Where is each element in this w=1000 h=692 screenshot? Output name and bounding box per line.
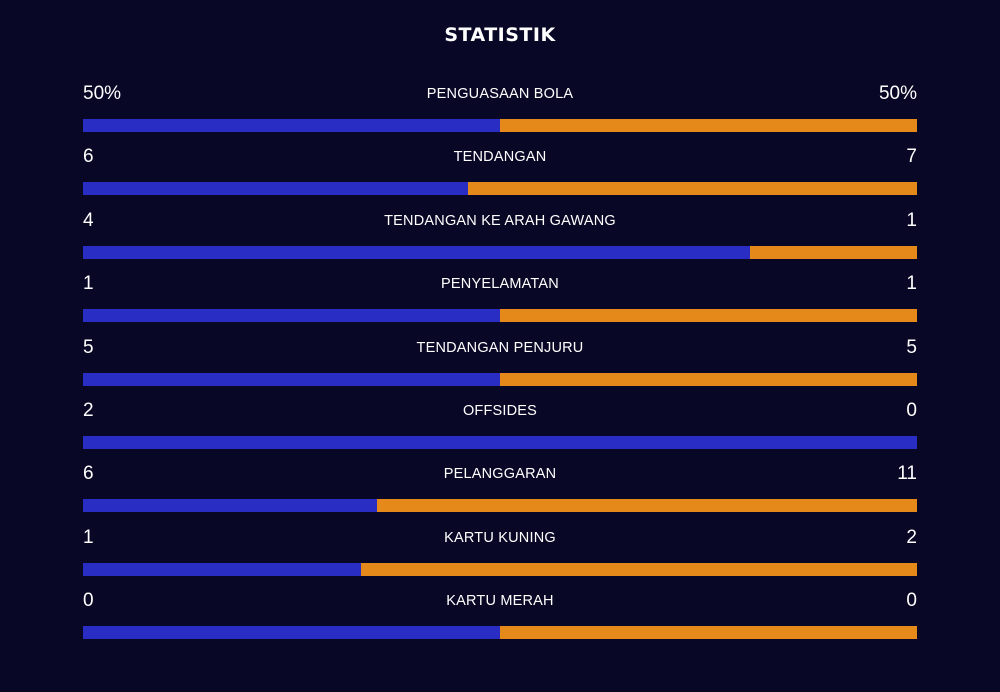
home-value: 50% bbox=[83, 83, 122, 104]
home-value: 5 bbox=[83, 336, 94, 358]
stat-label: PENYELAMATAN bbox=[441, 276, 559, 293]
stat-row-red-cards: 0 KARTU MERAH 0 bbox=[83, 587, 917, 650]
home-bar-segment bbox=[83, 182, 468, 196]
home-value: 0 bbox=[83, 590, 94, 612]
stat-label: TENDANGAN KE ARAH GAWANG bbox=[384, 212, 616, 229]
home-bar-segment bbox=[83, 119, 500, 132]
away-bar-segment bbox=[360, 562, 917, 576]
stat-label: OFFSIDES bbox=[462, 402, 538, 419]
home-value: 1 bbox=[83, 526, 94, 548]
comparison-bar bbox=[83, 309, 917, 323]
home-bar-segment bbox=[83, 372, 500, 386]
stat-label: PELANGGARAN bbox=[443, 466, 557, 483]
home-bar-segment bbox=[83, 562, 361, 576]
stat-list: 50% PENGUASAAN BOLA 50% 6 TENDANGAN 7 bbox=[83, 80, 917, 651]
away-value: 2 bbox=[906, 526, 917, 548]
stat-label: PENGUASAAN BOLA bbox=[426, 86, 574, 102]
away-value: 1 bbox=[906, 209, 917, 231]
stat-row-corners: 5 TENDANGAN PENJURU 5 bbox=[83, 334, 917, 397]
stat-row-shots-on-target: 4 TENDANGAN KE ARAH GAWANG 1 bbox=[83, 207, 917, 270]
home-bar-segment bbox=[83, 435, 917, 449]
stat-row-saves: 1 PENYELAMATAN 1 bbox=[83, 270, 917, 333]
stat-row-offsides: 2 OFFSIDES 0 bbox=[83, 397, 917, 460]
stat-label: KARTU KUNING bbox=[444, 529, 556, 546]
away-bar-segment bbox=[377, 499, 917, 513]
comparison-bar bbox=[83, 562, 917, 576]
panel-title: STATISTIK bbox=[444, 24, 556, 46]
away-bar-segment bbox=[500, 626, 917, 640]
home-bar-segment bbox=[83, 499, 378, 513]
comparison-bar bbox=[83, 435, 917, 449]
away-bar-segment bbox=[500, 119, 917, 132]
away-bar-segment bbox=[500, 372, 917, 386]
away-value: 0 bbox=[906, 399, 917, 421]
stat-row-shots: 6 TENDANGAN 7 bbox=[83, 143, 917, 206]
stat-label: TENDANGAN PENJURU bbox=[416, 339, 584, 356]
stat-row-yellow-cards: 1 KARTU KUNING 2 bbox=[83, 524, 917, 587]
stat-label: KARTU MERAH bbox=[446, 593, 554, 610]
away-value: 11 bbox=[897, 463, 917, 485]
comparison-bar bbox=[83, 245, 917, 259]
home-bar-segment bbox=[83, 309, 500, 323]
home-value: 6 bbox=[83, 463, 94, 485]
home-value: 1 bbox=[83, 273, 94, 295]
home-bar-segment bbox=[83, 245, 751, 259]
home-value: 6 bbox=[83, 146, 94, 168]
comparison-bar bbox=[83, 182, 917, 196]
away-bar-segment bbox=[467, 182, 917, 196]
home-value: 2 bbox=[83, 399, 94, 421]
away-value: 0 bbox=[906, 590, 917, 612]
comparison-bar bbox=[83, 372, 917, 386]
away-value: 1 bbox=[906, 273, 917, 295]
stat-row-possession: 50% PENGUASAAN BOLA 50% bbox=[83, 80, 917, 143]
stat-label: TENDANGAN bbox=[453, 149, 547, 166]
away-value: 7 bbox=[906, 146, 917, 168]
away-value: 5 bbox=[906, 336, 917, 358]
stat-row-fouls: 6 PELANGGARAN 11 bbox=[83, 460, 917, 523]
away-bar-segment bbox=[500, 309, 917, 323]
comparison-bar bbox=[83, 119, 917, 132]
home-bar-segment bbox=[83, 626, 500, 640]
comparison-bar bbox=[83, 626, 917, 640]
comparison-bar bbox=[83, 499, 917, 513]
away-bar-segment bbox=[750, 245, 917, 259]
away-value: 50% bbox=[878, 83, 917, 104]
home-value: 4 bbox=[83, 209, 94, 231]
